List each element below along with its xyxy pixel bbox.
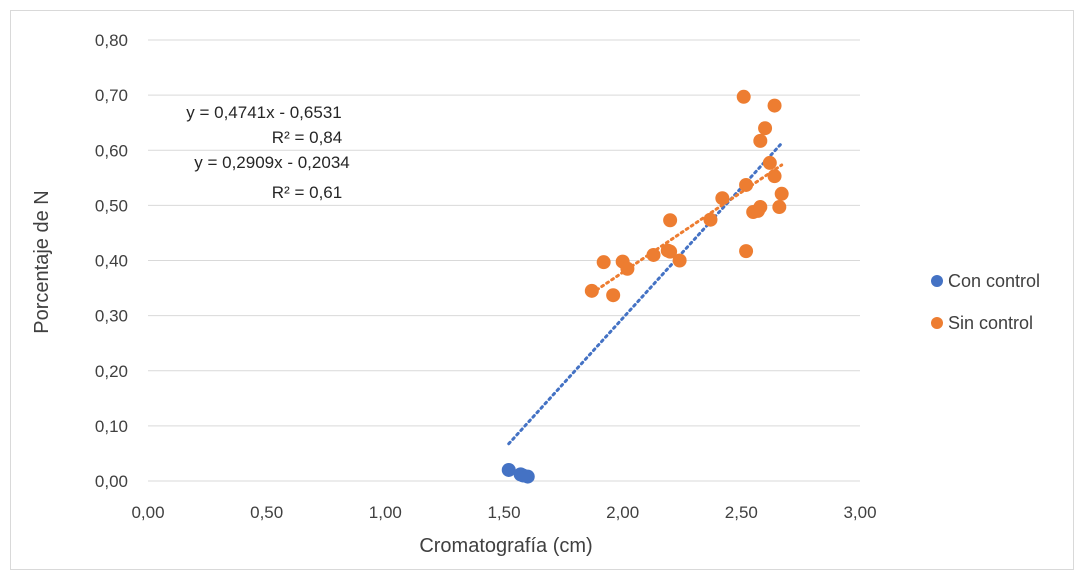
y-tick-label: 0,10 [95,417,128,436]
legend-label-con-control: Con control [948,271,1040,291]
data-point-sin-control [774,186,789,201]
x-tick-label: 1,00 [369,503,402,522]
data-point-sin-control [758,121,773,136]
data-point-sin-control [772,200,787,215]
data-point-sin-control [663,213,678,228]
data-point-sin-control [753,133,768,148]
y-tick-label: 0,50 [95,196,128,215]
data-point-sin-control [606,288,621,303]
data-point-sin-control [753,200,768,215]
y-tick-label: 0,70 [95,86,128,105]
data-point-sin-control [703,212,718,227]
legend: Con control Sin control [931,271,1040,333]
x-axis-tick-labels: 0,00 0,50 1,00 1,50 2,00 2,50 3,00 [131,503,876,522]
y-tick-label: 0,30 [95,307,128,326]
data-point-sin-control [762,155,777,170]
x-tick-label: 2,50 [725,503,758,522]
y-tick-label: 0,80 [95,31,128,50]
legend-marker-con-control [931,275,943,287]
x-tick-label: 0,00 [131,503,164,522]
y-tick-label: 0,20 [95,362,128,381]
x-tick-label: 3,00 [843,503,876,522]
gridlines [148,39,860,482]
y-tick-label: 0,40 [95,252,128,271]
data-point-sin-control [767,169,782,184]
trendline-1 [507,141,784,446]
y-axis-title: Porcentaje de N [31,190,53,333]
data-point-sin-control [715,191,730,206]
data-point-sin-control [620,261,635,276]
chart-area [10,10,1074,570]
data-point-con-control [501,462,516,477]
x-tick-label: 1,50 [487,503,520,522]
data-point-sin-control [596,255,611,270]
data-point-sin-control [767,98,782,113]
legend-marker-sin-control [931,317,943,329]
y-tick-label: 0,60 [95,141,128,160]
data-point-sin-control [739,177,754,192]
trendline-2 [590,163,784,295]
data-point-sin-control [672,253,687,268]
legend-label-sin-control: Sin control [948,313,1033,333]
trendline-equation-1: y = 0,4741x - 0,6531 [186,103,341,122]
data-points [501,89,789,484]
x-axis-title: Cromatografía (cm) [419,535,592,557]
trendline-r2-1: R² = 0,84 [272,128,342,147]
data-point-sin-control [739,244,754,259]
trendline-r2-2: R² = 0,61 [272,183,342,202]
data-point-sin-control [584,283,599,298]
trendline-equation-2: y = 0,2909x - 0,2034 [194,153,349,172]
data-point-con-control [520,469,535,484]
data-point-sin-control [663,244,678,259]
y-axis-tick-labels: 0,00 0,10 0,20 0,30 0,40 0,50 0,60 0,70 0,80 [95,31,128,491]
x-tick-label: 0,50 [250,503,283,522]
x-tick-label: 2,00 [606,503,639,522]
y-tick-label: 0,00 [95,472,128,491]
data-point-sin-control [736,89,751,104]
data-point-sin-control [646,247,661,262]
